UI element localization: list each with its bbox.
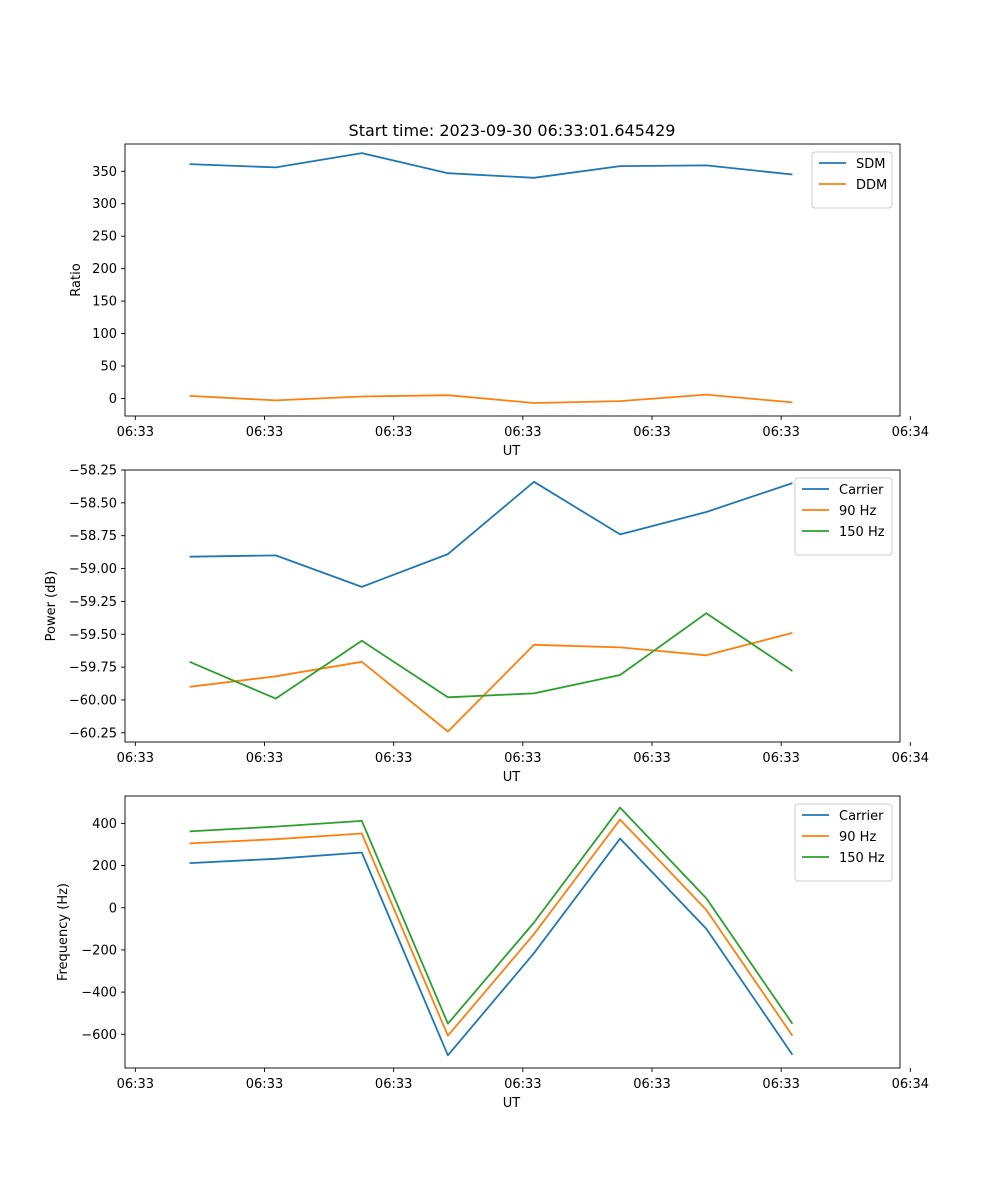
y-tick-label: 200 bbox=[92, 859, 117, 874]
x-tick-label: 06:33 bbox=[246, 751, 283, 766]
y-tick-label: 0 bbox=[109, 901, 117, 916]
series-line-90-hz bbox=[189, 632, 793, 733]
x-tick-label: 06:33 bbox=[375, 1077, 412, 1092]
y-axis-label: Ratio bbox=[69, 263, 84, 296]
legend-label: Carrier bbox=[839, 809, 884, 824]
y-tick-label: −58.75 bbox=[69, 529, 117, 544]
x-tick-label: 06:33 bbox=[504, 425, 541, 440]
x-tick-label: 06:33 bbox=[633, 425, 670, 440]
y-tick-label: 400 bbox=[92, 817, 117, 832]
x-tick-label: 06:34 bbox=[892, 425, 929, 440]
y-tick-label: −58.25 bbox=[69, 464, 117, 479]
y-tick-label: −60.00 bbox=[69, 693, 117, 708]
x-tick-label: 06:33 bbox=[246, 1077, 283, 1092]
legend-label: 90 Hz bbox=[839, 504, 876, 519]
chart-panel-1: 06:33 06:33 06:33 06:33 06:33 06:33 06:34 0 50 10… bbox=[69, 143, 929, 459]
y-tick-label: 100 bbox=[92, 327, 117, 342]
series-line-sdm bbox=[189, 152, 793, 179]
y-tick-label: −400 bbox=[81, 986, 117, 1001]
series-line-90-hz bbox=[189, 818, 794, 1037]
legend-label: 150 Hz bbox=[839, 525, 885, 540]
y-tick-label: 200 bbox=[92, 262, 117, 277]
x-tick-label: 06:33 bbox=[375, 751, 412, 766]
y-tick-label: −59.00 bbox=[69, 562, 117, 577]
figure-title: Start time: 2023-09-30 06:33:01.645429 bbox=[349, 121, 676, 140]
y-tick-label: 350 bbox=[92, 165, 117, 180]
plot-frame bbox=[124, 469, 901, 743]
y-tick-label: 300 bbox=[92, 197, 117, 212]
x-tick-label: 06:33 bbox=[504, 751, 541, 766]
x-tick-label: 06:34 bbox=[892, 1077, 929, 1092]
series-line-ddm bbox=[189, 393, 793, 404]
x-tick-label: 06:33 bbox=[762, 425, 799, 440]
legend-label: Carrier bbox=[839, 483, 884, 498]
chart-panel-2: 06:33 06:33 06:33 06:33 06:33 06:33 06:34 −58.2… bbox=[44, 464, 929, 786]
x-tick-label: 06:33 bbox=[633, 1077, 670, 1092]
x-axis-label: UT bbox=[503, 444, 521, 459]
y-axis-label: Frequency (Hz) bbox=[56, 883, 71, 981]
y-tick-label: −200 bbox=[81, 943, 117, 958]
x-tick-label: 06:33 bbox=[117, 425, 154, 440]
x-tick-label: 06:33 bbox=[762, 751, 799, 766]
y-tick-label: 250 bbox=[92, 230, 117, 245]
plot-frame bbox=[124, 143, 901, 417]
y-tick-label: −60.25 bbox=[69, 726, 117, 741]
y-tick-label: −59.50 bbox=[69, 628, 117, 643]
y-tick-label: −59.25 bbox=[69, 595, 117, 610]
legend-label: 150 Hz bbox=[839, 851, 885, 866]
series-line-carrier bbox=[189, 480, 793, 588]
x-tick-label: 06:33 bbox=[633, 751, 670, 766]
legend-label: DDM bbox=[856, 178, 887, 193]
chart-panel-3: 06:33 06:33 06:33 06:33 06:33 06:33 06:34 400 20… bbox=[56, 795, 929, 1111]
x-tick-label: 06:33 bbox=[504, 1077, 541, 1092]
x-tick-label: 06:33 bbox=[762, 1077, 799, 1092]
legend-label: 90 Hz bbox=[839, 830, 876, 845]
x-axis-label: UT bbox=[503, 770, 521, 785]
y-tick-label: 0 bbox=[109, 392, 117, 407]
x-tick-label: 06:34 bbox=[892, 751, 929, 766]
x-axis-label: UT bbox=[503, 1096, 521, 1111]
legend-label: SDM bbox=[856, 157, 885, 172]
legend-box bbox=[794, 803, 893, 882]
x-tick-label: 06:33 bbox=[246, 425, 283, 440]
series-line-carrier bbox=[189, 837, 794, 1057]
y-tick-label: −58.50 bbox=[69, 496, 117, 511]
x-tick-label: 06:33 bbox=[375, 425, 412, 440]
series-line-150-hz bbox=[189, 806, 794, 1025]
x-tick-label: 06:33 bbox=[117, 1077, 154, 1092]
y-tick-label: −59.75 bbox=[69, 661, 117, 676]
y-tick-label: 150 bbox=[92, 295, 117, 310]
y-tick-label: 50 bbox=[100, 360, 117, 375]
series-line-150-hz bbox=[189, 612, 793, 700]
x-tick-label: 06:33 bbox=[117, 751, 154, 766]
plot-frame bbox=[124, 795, 901, 1069]
legend-box bbox=[794, 477, 893, 556]
legend-box bbox=[811, 151, 893, 209]
y-axis-label: Power (dB) bbox=[44, 571, 59, 642]
y-tick-label: −600 bbox=[81, 1028, 117, 1043]
